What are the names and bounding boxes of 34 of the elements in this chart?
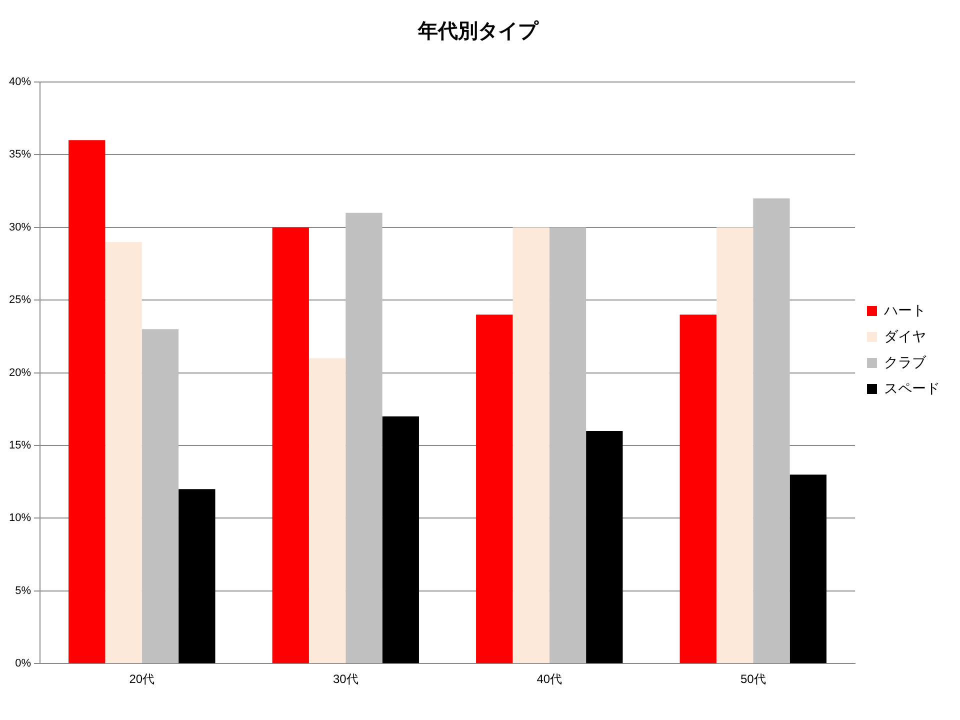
bar (512, 227, 550, 664)
bar (382, 416, 419, 664)
bar (586, 430, 623, 664)
y-tick-label: 0% (15, 658, 32, 670)
bar (549, 227, 586, 664)
bar (272, 227, 309, 664)
x-tick-label: 30代 (332, 672, 358, 686)
legend-label: ダイヤ (884, 328, 926, 344)
chart-title: 年代別タイプ (417, 20, 539, 43)
legend-label: スペード (884, 380, 940, 396)
x-tick-label: 50代 (740, 672, 766, 686)
bar (105, 242, 142, 664)
bar (716, 227, 754, 664)
bar (680, 314, 716, 664)
bar (476, 314, 513, 664)
bar (753, 198, 790, 664)
y-tick-label: 35% (8, 148, 32, 161)
y-tick-label: 5% (15, 584, 32, 597)
bar (178, 489, 216, 664)
x-tick-label: 20代 (129, 672, 155, 686)
bar (142, 329, 179, 664)
x-tick-label: 40代 (536, 672, 562, 686)
bar (68, 140, 106, 664)
legend-label: ハート (883, 302, 926, 318)
y-tick-label: 20% (8, 366, 32, 379)
y-tick-label: 15% (8, 440, 32, 452)
y-tick-label: 30% (8, 221, 32, 234)
legend-label: クラブ (884, 354, 927, 370)
bar (790, 474, 826, 664)
bar (346, 212, 382, 664)
y-tick-label: 10% (8, 512, 32, 524)
bar (308, 358, 346, 664)
y-tick-label: 40% (8, 76, 32, 88)
y-tick-label: 25% (8, 294, 32, 306)
